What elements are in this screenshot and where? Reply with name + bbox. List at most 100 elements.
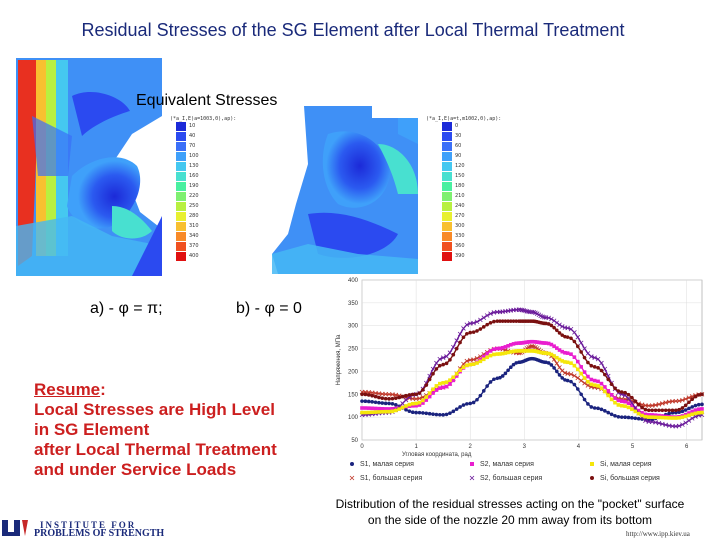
data-point [373, 400, 378, 405]
data-point [380, 401, 385, 405]
data-point [434, 360, 439, 366]
data-point [503, 319, 508, 323]
data-point [643, 412, 648, 417]
data-point [394, 406, 398, 411]
fem-right-scale-swatch [442, 232, 452, 241]
data-point [546, 361, 551, 365]
data-point [424, 395, 429, 399]
data-point [686, 395, 692, 400]
data-point [410, 392, 415, 397]
data-point [468, 362, 473, 367]
data-point [599, 368, 604, 373]
data-point [544, 321, 548, 326]
data-point [579, 350, 583, 354]
data-point [427, 377, 432, 382]
data-point [363, 406, 368, 410]
data-point [599, 386, 604, 390]
data-point [448, 378, 452, 382]
data-point [549, 363, 554, 367]
fem-left-scale-swatch [176, 212, 186, 221]
data-point [431, 412, 435, 416]
data-point [506, 368, 510, 373]
data-point [366, 393, 371, 397]
data-point [498, 375, 502, 380]
data-point [465, 402, 469, 406]
data-point [363, 392, 368, 397]
data-point [599, 360, 604, 366]
data-point [687, 400, 691, 405]
data-point [619, 390, 624, 394]
data-point [689, 416, 695, 421]
data-point [544, 360, 548, 365]
x-axis-label: Угловая координата, рад [402, 452, 472, 458]
data-point [606, 410, 611, 415]
data-point [448, 411, 452, 415]
data-point [589, 405, 594, 409]
data-point [431, 391, 435, 395]
fem-left-legend-title: (*a_I,E)a=1003,0),ap): [170, 116, 237, 122]
data-point [660, 408, 665, 413]
data-point [565, 325, 570, 331]
data-point [589, 363, 594, 368]
data-point [485, 322, 489, 327]
resume-heading: Resume [34, 380, 101, 399]
data-point [586, 360, 590, 365]
data-point [554, 361, 560, 366]
data-point [485, 351, 489, 356]
data-point [458, 405, 462, 409]
data-point [549, 323, 554, 328]
fem-left-scale-swatch [176, 172, 186, 181]
fem-right-scale-label: 90 [455, 153, 462, 159]
data-point [546, 351, 551, 356]
data-point [592, 383, 597, 387]
data-point [613, 414, 617, 418]
fem-left-scale-swatch [176, 202, 186, 211]
data-point [656, 420, 662, 426]
data-point [498, 352, 502, 356]
institute-name-line1: INSTITUTE FOR [40, 520, 137, 530]
data-point [444, 354, 449, 359]
data-point [373, 394, 378, 399]
data-point [471, 320, 476, 326]
fem-right-scale-label: 270 [455, 213, 465, 219]
data-point [458, 368, 462, 373]
data-point [444, 384, 449, 389]
fem-right-scale-label: 210 [455, 193, 465, 199]
data-point [377, 406, 381, 411]
data-point [568, 371, 574, 377]
data-point [677, 416, 681, 420]
data-point [603, 409, 607, 413]
data-point [663, 422, 668, 428]
data-point [471, 357, 476, 362]
data-point [687, 411, 691, 415]
data-point [565, 351, 570, 355]
data-point [404, 407, 408, 412]
data-point [488, 353, 493, 358]
data-point [595, 356, 601, 362]
legend-marker [590, 476, 594, 480]
data-point [424, 411, 429, 416]
institute-logo-icon [2, 520, 28, 536]
data-point [683, 420, 688, 426]
label-phi-pi: a) - φ = π; [90, 300, 163, 317]
data-point [434, 384, 439, 388]
data-point [454, 407, 459, 411]
resume-block: Resume: Local Stresses are High Level in… [34, 380, 277, 480]
data-point [474, 356, 480, 361]
data-point [603, 389, 607, 394]
data-point [380, 409, 385, 414]
data-point [451, 344, 456, 350]
data-point [363, 399, 368, 404]
data-point [599, 381, 604, 386]
data-point [549, 342, 554, 347]
data-point [485, 355, 489, 360]
data-point [488, 380, 493, 384]
data-point [444, 361, 449, 366]
data-point [657, 413, 661, 418]
data-point [626, 405, 631, 410]
data-point [495, 352, 500, 356]
data-point [572, 363, 577, 368]
data-point [657, 415, 661, 420]
data-point [630, 395, 634, 400]
data-point [441, 413, 445, 417]
